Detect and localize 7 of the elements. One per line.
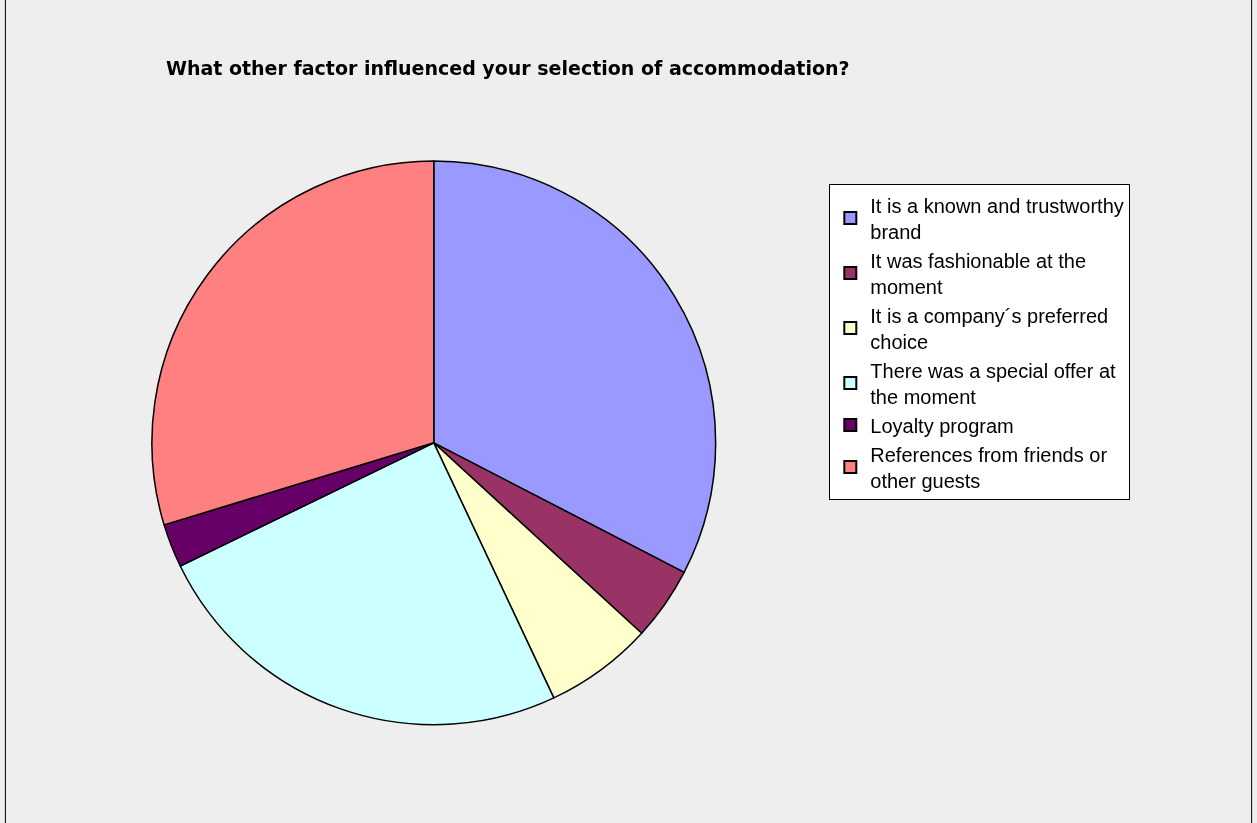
legend-label: It is a company´s preferred choice — [870, 304, 1109, 353]
legend-label: It was fashionable at the moment — [870, 249, 1087, 298]
legend-label: There was a special offer at the moment — [870, 359, 1117, 408]
legend-label: References from friends or other guests — [870, 443, 1108, 492]
legend-label: It is a known and trustworthy brand — [870, 194, 1124, 243]
legend-label: Loyalty program — [870, 414, 1014, 437]
chart-title: What other factor influenced your selection of accommodation? — [165, 57, 850, 80]
